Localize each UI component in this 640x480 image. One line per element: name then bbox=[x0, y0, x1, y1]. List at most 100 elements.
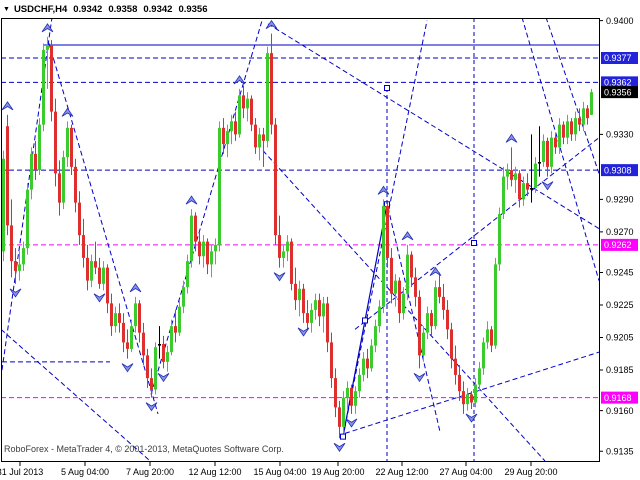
plot-area[interactable] bbox=[1, 17, 599, 462]
candle-body bbox=[494, 264, 497, 346]
price-axis-label: 0.9225 bbox=[606, 300, 634, 310]
time-axis-label: 19 Aug 20:00 bbox=[311, 467, 364, 477]
candle-body bbox=[34, 153, 37, 171]
trendline-11[interactable] bbox=[387, 207, 441, 432]
candle-body bbox=[158, 344, 161, 346]
candle-body bbox=[18, 264, 21, 271]
trendline-2[interactable] bbox=[150, 17, 264, 395]
candle-body bbox=[26, 189, 29, 249]
fractal-up-arrow bbox=[377, 185, 390, 195]
candle-body bbox=[566, 121, 569, 138]
candle-body bbox=[318, 300, 321, 317]
candle-body bbox=[482, 342, 485, 369]
candle-body bbox=[122, 322, 125, 343]
vertical-line-handle[interactable] bbox=[471, 240, 477, 246]
candle-body bbox=[178, 306, 181, 333]
candle-body bbox=[390, 257, 393, 294]
symbol-marker-icon: ▼ bbox=[3, 5, 10, 13]
candle-body bbox=[442, 296, 445, 310]
candle-body bbox=[570, 121, 573, 135]
candle-body bbox=[314, 300, 317, 310]
fractal-up-arrow bbox=[129, 283, 142, 293]
candle-body bbox=[346, 387, 349, 398]
vertical-line-handle[interactable] bbox=[384, 85, 390, 91]
candle-body bbox=[450, 329, 453, 359]
price-label-box-text: 0.9308 bbox=[604, 165, 632, 175]
candle-body bbox=[286, 241, 289, 252]
candle-body bbox=[518, 173, 521, 200]
time-axis-label: 7 Aug 20:00 bbox=[126, 467, 174, 477]
candle-body bbox=[266, 53, 269, 141]
candle-body bbox=[418, 296, 421, 356]
fractal-down-arrow bbox=[121, 363, 134, 373]
candle-body bbox=[222, 127, 225, 145]
candle-body bbox=[258, 134, 261, 148]
candle-body bbox=[446, 309, 449, 330]
candle-body bbox=[386, 205, 389, 258]
candle-body bbox=[546, 140, 549, 167]
trendline-3[interactable] bbox=[1, 329, 152, 462]
candle-body bbox=[558, 124, 561, 148]
candle-body bbox=[458, 374, 461, 392]
candle-body bbox=[206, 241, 209, 265]
candle-body bbox=[278, 235, 281, 258]
price-label-box-text: 0.9377 bbox=[604, 53, 632, 63]
candle-body bbox=[238, 95, 241, 135]
candle-body bbox=[50, 45, 53, 112]
trendline-9[interactable] bbox=[521, 17, 599, 281]
candle-body bbox=[498, 214, 501, 265]
candle-body bbox=[70, 127, 73, 167]
candle-body bbox=[322, 303, 325, 317]
candle-body bbox=[14, 261, 17, 271]
price-axis-label: 0.9185 bbox=[606, 365, 634, 375]
price-label-box bbox=[601, 164, 638, 177]
candle-body bbox=[410, 254, 413, 278]
candle-body bbox=[190, 215, 193, 262]
trendline-4[interactable] bbox=[267, 23, 599, 230]
candle-body bbox=[78, 202, 81, 236]
price-label-box bbox=[601, 52, 638, 64]
trendline-handle[interactable] bbox=[362, 317, 368, 324]
candle-body bbox=[42, 49, 45, 125]
price-axis-label: 0.9330 bbox=[606, 130, 634, 140]
candlesticks bbox=[2, 33, 593, 439]
candle-body bbox=[230, 121, 233, 132]
trendline-8[interactable] bbox=[546, 17, 599, 174]
candle-body bbox=[154, 347, 157, 390]
candle-body bbox=[574, 118, 577, 135]
candle-body bbox=[370, 345, 373, 369]
candle-body bbox=[338, 407, 341, 427]
candle-body bbox=[582, 108, 585, 125]
time-axis-label: 31 Jul 2013 bbox=[0, 467, 43, 477]
trendline-1[interactable] bbox=[48, 43, 159, 415]
candle-body bbox=[82, 235, 85, 258]
candle-body bbox=[146, 355, 149, 379]
candle-body bbox=[46, 45, 49, 50]
candle-body bbox=[194, 215, 197, 242]
price-label-box-text: 0.9168 bbox=[604, 393, 632, 403]
candle-body bbox=[58, 173, 61, 203]
time-axis-label: 27 Aug 04:00 bbox=[439, 467, 492, 477]
candle-body bbox=[454, 358, 457, 375]
candle-body bbox=[22, 248, 25, 265]
time-axis-label: 5 Aug 04:00 bbox=[61, 467, 109, 477]
candle-body bbox=[554, 137, 557, 148]
candle-body bbox=[90, 261, 93, 281]
ohlc-close: 0.9356 bbox=[178, 3, 208, 15]
candle-body bbox=[182, 287, 185, 307]
candle-body bbox=[374, 326, 377, 346]
candle-body bbox=[462, 391, 465, 405]
candle-body bbox=[422, 332, 425, 356]
candle-body bbox=[226, 131, 229, 145]
trendline-handle[interactable] bbox=[340, 433, 346, 440]
time-axis[interactable]: 31 Jul 2013 5 Aug 04:00 7 Aug 20:00 12 Aug … bbox=[0, 462, 558, 477]
price-axis[interactable]: 0.9400 0.9330 0.9290 0.9270 0.9245 0.9225 0.92… bbox=[599, 16, 638, 457]
fractal-up-arrow bbox=[185, 195, 198, 205]
candle-body bbox=[218, 127, 221, 245]
ohlc-low: 0.9342 bbox=[143, 3, 173, 15]
fractal-up-arrow bbox=[505, 133, 518, 143]
candle-body bbox=[470, 394, 473, 403]
candle-body bbox=[98, 267, 101, 284]
candle-body bbox=[118, 313, 121, 323]
